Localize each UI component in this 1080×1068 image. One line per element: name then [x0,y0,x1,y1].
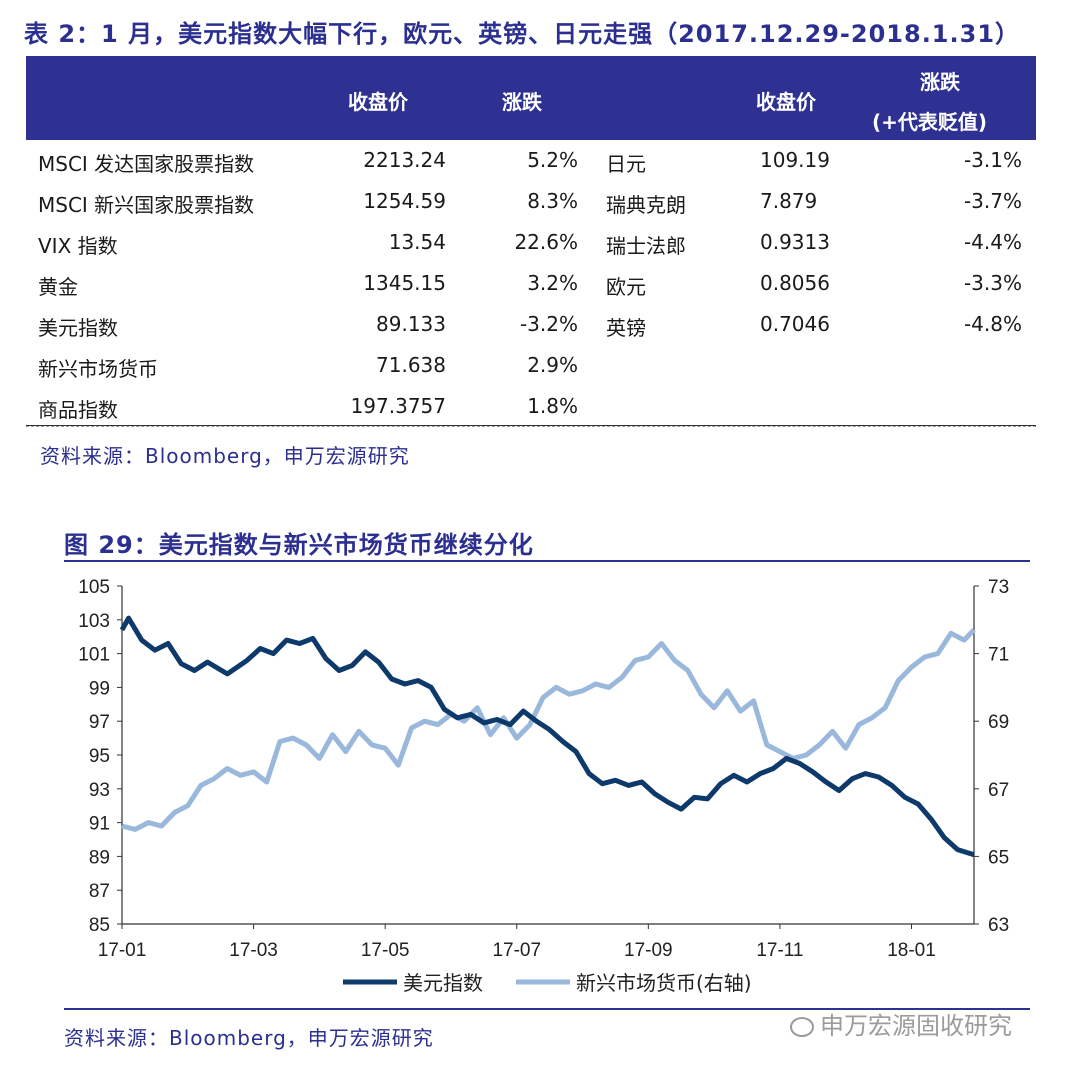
y-right-tick-label: 63 [988,915,1009,936]
change-value: 22.6% [514,230,578,254]
change-value: 2.9% [527,353,578,377]
currency-name: 瑞典克朗 [606,193,686,217]
header-change-right: 涨跌 [920,70,960,94]
y-right-tick-label: 67 [988,780,1009,801]
currency-close: 0.7046 [760,312,830,336]
currency-change: -3.7% [963,189,1022,213]
currency-close: 0.8056 [760,271,830,295]
header-change-right-note: (+代表贬值) [872,110,988,134]
y-left-tick-label: 97 [89,712,110,733]
header-change-left: 涨跌 [502,90,542,114]
y-right-tick-label: 73 [988,577,1009,598]
table-body: MSCI 发达国家股票指数 2213.24 5.2% 日元 109.19 -3.… [26,140,1036,427]
currency-close: 109.19 [760,148,830,172]
currency-close: 0.9313 [760,230,830,254]
currency-name: 欧元 [606,275,646,299]
table-row: 黄金 1345.15 3.2% 欧元 0.8056 -3.3% [26,263,1036,304]
close-value: 13.54 [388,230,446,254]
table-row: MSCI 发达国家股票指数 2213.24 5.2% 日元 109.19 -3.… [26,140,1036,181]
close-value: 89.133 [376,312,446,336]
legend-label-em-currency: 新兴市场货币(右轴) [576,971,752,995]
legend-label-usd-index: 美元指数 [403,971,483,995]
change-value: 5.2% [527,148,578,172]
table-row: 新兴市场货币 71.638 2.9% [26,345,1036,386]
asset-name: 商品指数 [38,398,118,422]
y-left-tick-label: 85 [89,915,110,936]
series-line-em-currency [121,628,976,832]
y-left-tick-label: 99 [89,678,110,699]
watermark-text: 申万宏源固收研究 [820,1012,1012,1040]
watermark: 申万宏源固收研究 [790,1006,1012,1041]
table-title: 表 2：1 月，美元指数大幅下行，欧元、英镑、日元走强（2017.12.29-2… [24,20,1021,48]
y-left-tick-label: 91 [89,814,110,835]
y-left-tick-label: 89 [89,847,110,868]
table-row: 商品指数 197.3757 1.8% [26,386,1036,427]
y-left-tick-label: 87 [89,881,110,902]
table-source: 资料来源：Bloomberg，申万宏源研究 [40,444,410,468]
x-tick-label: 17-07 [492,940,541,961]
close-value: 2213.24 [363,148,446,172]
wechat-icon [790,1017,814,1037]
table-row: VIX 指数 13.54 22.6% 瑞士法郎 0.9313 -4.4% [26,222,1036,263]
table-bottom-rule [26,425,1036,426]
header-close-left: 收盘价 [348,90,408,114]
asset-name: MSCI 新兴国家股票指数 [38,193,255,217]
asset-name: MSCI 发达国家股票指数 [38,152,255,176]
x-tick-label: 17-09 [624,940,673,961]
chart-bottom-rule [64,1008,1030,1010]
table-header: 收盘价 涨跌 收盘价 涨跌 (+代表贬值) [26,56,1036,140]
currency-name: 日元 [606,152,646,176]
close-value: 1345.15 [363,271,446,295]
y-right-tick-label: 69 [988,712,1009,733]
asset-name: 新兴市场货币 [38,357,158,381]
series-line-usd-index [119,615,975,858]
currency-change: -3.3% [963,271,1022,295]
y-left-tick-label: 105 [78,577,110,598]
table-row: MSCI 新兴国家股票指数 1254.59 8.3% 瑞典克朗 7.879 -3… [26,181,1036,222]
table-row: 美元指数 89.133 -3.2% 英镑 0.7046 -4.8% [26,304,1036,345]
chart-title: 图 29：美元指数与新兴市场货币继续分化 [64,531,534,559]
currency-change: -4.8% [963,312,1022,336]
y-right-tick-label: 71 [988,645,1009,666]
currency-close: 7.879 [760,189,818,213]
asset-name: 黄金 [38,275,78,299]
table-bottom-ticks [26,426,1036,432]
asset-name: 美元指数 [38,316,118,340]
y-left-tick-label: 95 [89,746,110,767]
change-value: 3.2% [527,271,578,295]
currency-change: -3.1% [963,148,1022,172]
y-left-tick-label: 93 [89,780,110,801]
asset-name: VIX 指数 [38,234,118,258]
chart-title-rule [64,560,1030,562]
x-tick-label: 17-05 [361,940,410,961]
change-value: -3.2% [519,312,578,336]
change-value: 8.3% [527,189,578,213]
currency-name: 英镑 [606,316,646,340]
chart-source: 资料来源：Bloomberg，申万宏源研究 [64,1026,434,1050]
x-tick-label: 17-01 [98,940,147,961]
close-value: 197.3757 [350,394,446,418]
currency-change: -4.4% [963,230,1022,254]
change-value: 1.8% [527,394,578,418]
y-left-tick-label: 101 [78,645,110,666]
x-tick-label: 17-11 [756,940,803,961]
x-tick-label: 17-03 [229,940,278,961]
x-tick-label: 18-01 [887,940,936,961]
y-right-tick-label: 65 [988,847,1009,868]
close-value: 1254.59 [363,189,446,213]
close-value: 71.638 [376,353,446,377]
line-chart: 85 87 89 91 93 95 97 99 101 103 105 63 65 67 69 71 73 17-… [78,577,1009,995]
y-left-tick-label: 103 [78,611,110,632]
currency-name: 瑞士法郎 [606,234,686,258]
header-close-right: 收盘价 [756,90,816,114]
